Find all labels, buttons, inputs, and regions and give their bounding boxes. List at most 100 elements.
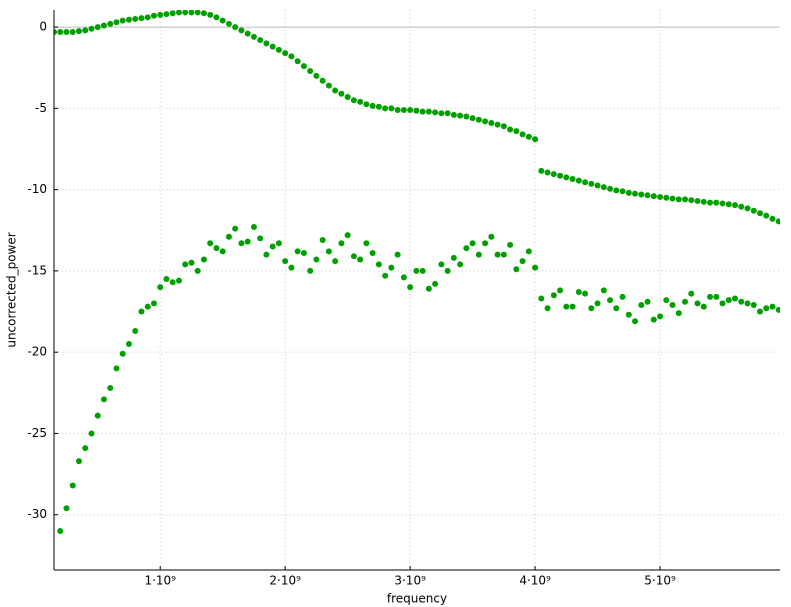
point [750, 302, 757, 309]
point [57, 527, 64, 534]
y-tick-label: -30 [27, 507, 47, 521]
point [257, 235, 264, 242]
point [482, 240, 489, 247]
point [557, 287, 564, 294]
point [688, 290, 695, 297]
point [200, 10, 207, 17]
point [363, 240, 370, 247]
point [288, 53, 295, 60]
point [525, 133, 532, 140]
point [182, 10, 189, 16]
point [400, 274, 407, 281]
point [732, 295, 739, 302]
point [500, 123, 507, 130]
point [338, 90, 345, 97]
point [313, 72, 320, 79]
point [632, 190, 639, 197]
point [338, 240, 345, 247]
point [532, 264, 539, 271]
point [769, 303, 776, 310]
point [675, 196, 682, 203]
point [538, 167, 545, 174]
point [250, 33, 257, 40]
point [207, 11, 214, 18]
point [350, 253, 357, 260]
point [425, 285, 432, 292]
point [75, 458, 82, 465]
point [288, 264, 295, 271]
point [407, 106, 414, 113]
point [75, 28, 82, 35]
point [475, 251, 482, 258]
point [113, 365, 120, 372]
point [513, 266, 520, 273]
point [469, 115, 476, 122]
point [444, 110, 451, 117]
point [382, 105, 389, 112]
point [438, 261, 445, 268]
point [475, 116, 482, 123]
y-tick-label: -5 [35, 101, 47, 115]
point [682, 298, 689, 305]
point [650, 193, 657, 200]
point [100, 396, 107, 403]
point [632, 318, 639, 325]
point [307, 267, 314, 274]
point [207, 240, 214, 247]
point [707, 293, 714, 300]
point [619, 188, 626, 195]
point [594, 300, 601, 307]
point [438, 110, 445, 117]
point [94, 412, 101, 419]
point [619, 293, 626, 300]
point [350, 97, 357, 104]
point [744, 300, 751, 307]
point [344, 232, 351, 239]
point [538, 295, 545, 302]
point [163, 11, 170, 18]
point [650, 316, 657, 323]
point [394, 106, 401, 113]
point [613, 305, 620, 312]
point [713, 293, 720, 300]
point [769, 215, 776, 222]
point [232, 225, 239, 232]
point [557, 172, 564, 179]
y-tick-label: 0 [39, 20, 47, 34]
point [275, 46, 282, 53]
point [607, 297, 614, 304]
point [213, 245, 220, 252]
point [544, 305, 551, 312]
point [419, 108, 426, 115]
point [588, 305, 595, 312]
point [63, 505, 70, 512]
point [100, 22, 107, 29]
x-tick-label: 2·10⁹ [269, 574, 301, 588]
point [657, 193, 664, 200]
point [388, 264, 395, 271]
point [413, 107, 420, 114]
point [132, 15, 139, 22]
point [625, 189, 632, 196]
point [700, 198, 707, 205]
point [600, 287, 607, 294]
point [82, 27, 89, 34]
point [738, 298, 745, 305]
point [119, 17, 126, 24]
point [175, 277, 182, 284]
point [357, 98, 364, 105]
point [232, 24, 239, 31]
point [594, 182, 601, 189]
point [407, 284, 414, 291]
point [657, 313, 664, 320]
point [532, 136, 539, 143]
point [182, 261, 189, 268]
point [494, 251, 501, 258]
point [563, 174, 570, 181]
point [244, 238, 251, 245]
point [188, 10, 195, 16]
point [463, 245, 470, 252]
point [457, 112, 464, 119]
